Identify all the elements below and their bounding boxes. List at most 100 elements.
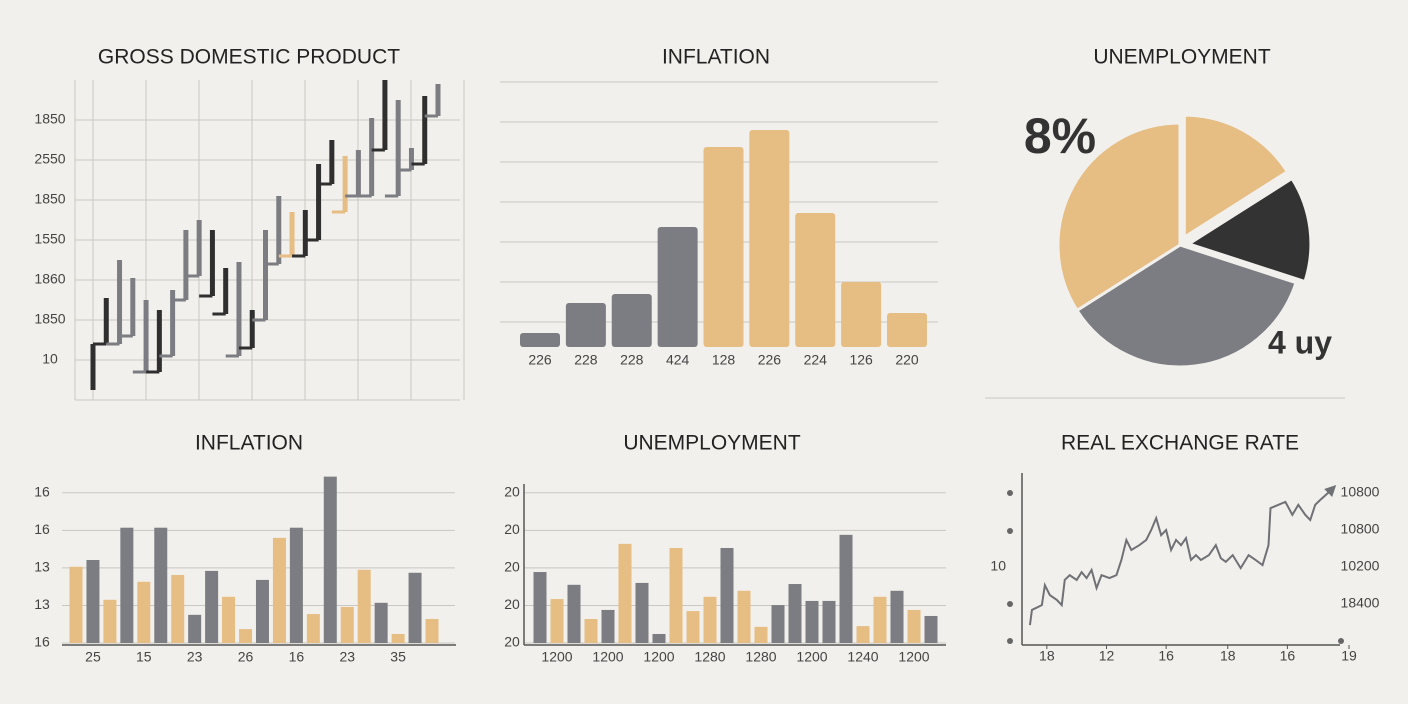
x-tick-label: 1200 — [898, 649, 929, 665]
chart-title: GROSS DOMESTIC PRODUCT — [98, 46, 400, 69]
bar — [887, 313, 927, 347]
range-bar — [369, 118, 375, 196]
range-bar — [156, 310, 162, 372]
bar — [306, 614, 320, 643]
bar — [289, 527, 303, 643]
chart-title: INFLATION — [662, 46, 770, 69]
bar — [205, 570, 219, 643]
bar — [657, 227, 698, 347]
line-series — [1028, 499, 1321, 626]
y-tick-label: 13 — [34, 596, 50, 612]
range-bar — [209, 230, 215, 296]
x-tick-label: 128 — [712, 352, 736, 368]
bar — [686, 611, 700, 643]
range-bar — [329, 140, 335, 184]
range-bar — [316, 164, 322, 240]
range-bar — [236, 262, 242, 356]
x-tick-label: 12 — [1099, 648, 1115, 664]
axis-dot — [1007, 490, 1013, 496]
y-tick-label: 1850 — [34, 191, 65, 207]
bar — [222, 596, 236, 643]
range-bar — [90, 344, 96, 390]
bar — [255, 579, 269, 643]
range-bar — [263, 230, 268, 320]
range-bar — [117, 260, 123, 344]
bar — [754, 626, 768, 643]
bar — [565, 303, 606, 347]
y-tick-label: 13 — [34, 559, 50, 575]
bar — [856, 626, 870, 643]
bar — [703, 147, 744, 347]
y2-tick-label: 10200 — [1341, 558, 1380, 574]
bar — [533, 572, 547, 643]
range-bar — [170, 290, 176, 356]
x-tick-label: 126 — [849, 352, 873, 368]
x-tick-label: 224 — [804, 352, 828, 368]
range-bar — [289, 212, 295, 256]
chart-title: INFLATION — [195, 432, 303, 455]
x-tick-label: 18 — [1039, 648, 1055, 664]
range-bar — [183, 230, 189, 300]
x-tick-label: 1280 — [694, 649, 725, 665]
range-bar — [408, 148, 414, 170]
range-bar — [103, 298, 109, 344]
range-bar — [382, 80, 388, 150]
x-tick-label: 16 — [289, 649, 305, 665]
x-tick-label: 15 — [136, 649, 152, 665]
y-tick-label: 20 — [504, 634, 520, 650]
y-tick-label: 20 — [504, 483, 520, 499]
x-tick-label: 23 — [187, 649, 203, 665]
bar — [340, 606, 354, 643]
pie-slice — [1185, 176, 1313, 284]
bar — [391, 633, 405, 643]
x-tick-label: 19 — [1341, 648, 1357, 664]
y-tick-label: 10 — [42, 351, 58, 367]
bar — [839, 534, 853, 643]
y-tick-label: 16 — [34, 521, 50, 537]
range-bar — [435, 84, 441, 116]
bar — [408, 572, 422, 643]
bar — [357, 569, 371, 643]
x-tick-label: 226 — [528, 352, 552, 368]
y-tick-label: 20 — [504, 596, 520, 612]
bar — [822, 600, 836, 643]
chart-title: REAL EXCHANGE RATE — [1061, 432, 1299, 455]
bar — [652, 633, 666, 643]
axis-dot — [1007, 638, 1013, 644]
bar — [103, 599, 117, 643]
bar — [520, 333, 560, 347]
annotation: 8% — [1024, 108, 1096, 164]
range-bar — [143, 300, 149, 372]
x-tick-label: 1200 — [643, 649, 674, 665]
range-bar — [223, 268, 229, 314]
y-tick-label: 16 — [34, 634, 50, 650]
y-tick-label: 1860 — [34, 271, 65, 287]
bar — [154, 527, 168, 643]
bar — [720, 547, 734, 643]
bar — [618, 543, 632, 643]
x-tick-label: 18 — [1220, 648, 1236, 664]
bar — [425, 618, 439, 643]
pie-slice — [1074, 243, 1298, 369]
y-tick-label: 1550 — [34, 231, 65, 247]
y2-tick-label: 10800 — [1341, 484, 1380, 500]
bar — [841, 282, 882, 347]
pie-slice — [1056, 121, 1182, 313]
bar — [323, 476, 337, 643]
range-bar — [395, 100, 401, 196]
bar — [137, 581, 151, 643]
x-tick-label: 25 — [85, 649, 101, 665]
bar — [788, 584, 802, 643]
bar — [69, 566, 83, 643]
bar — [567, 584, 581, 643]
x-tick-label: 1200 — [592, 649, 623, 665]
axis-dot — [1007, 601, 1013, 607]
arrow-head — [1324, 485, 1337, 498]
y-tick-label: 20 — [504, 559, 520, 575]
bar — [611, 294, 652, 347]
range-bar — [249, 310, 255, 348]
pie-slice — [1182, 113, 1290, 240]
bar — [188, 614, 202, 643]
y-tick-label: 1850 — [34, 311, 65, 327]
